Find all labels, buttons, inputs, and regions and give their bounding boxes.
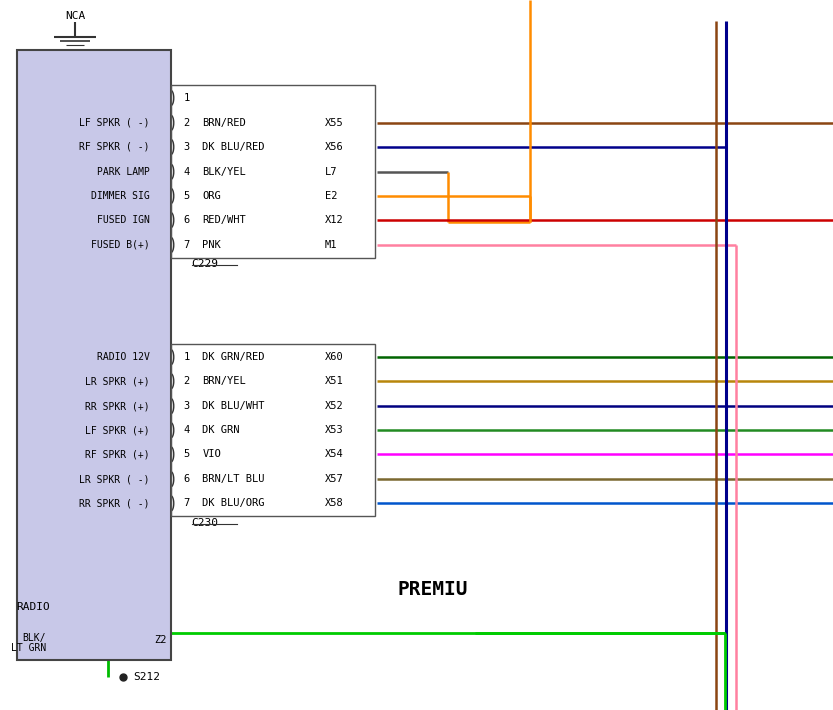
- Text: LR SPKR (+): LR SPKR (+): [85, 376, 150, 386]
- Text: X58: X58: [325, 498, 344, 508]
- Text: 2: 2: [183, 376, 190, 386]
- Text: 5: 5: [183, 191, 190, 201]
- Text: S212: S212: [133, 672, 160, 682]
- Text: LF SPKR ( -): LF SPKR ( -): [79, 118, 150, 128]
- Text: RED/WHT: RED/WHT: [202, 215, 247, 225]
- Text: X52: X52: [325, 401, 344, 411]
- Text: FUSED IGN: FUSED IGN: [97, 215, 150, 225]
- Text: L7: L7: [325, 167, 337, 177]
- Text: 4: 4: [183, 167, 190, 177]
- Text: 7: 7: [183, 240, 190, 250]
- Text: X56: X56: [325, 142, 344, 152]
- Text: X54: X54: [325, 449, 344, 459]
- Text: RADIO: RADIO: [17, 602, 51, 612]
- Text: X51: X51: [325, 376, 344, 386]
- Text: PNK: PNK: [202, 240, 222, 250]
- Text: BRN/LT BLU: BRN/LT BLU: [202, 474, 265, 484]
- Text: RR SPKR ( -): RR SPKR ( -): [79, 498, 150, 508]
- Text: LR SPKR ( -): LR SPKR ( -): [79, 474, 150, 484]
- Text: DK GRN: DK GRN: [202, 425, 240, 435]
- Text: VIO: VIO: [202, 449, 222, 459]
- Text: M1: M1: [325, 240, 337, 250]
- Text: X53: X53: [325, 425, 344, 435]
- Text: RF SPKR ( -): RF SPKR ( -): [79, 142, 150, 152]
- Text: PREMIU: PREMIU: [398, 580, 468, 599]
- Text: LF SPKR (+): LF SPKR (+): [85, 425, 150, 435]
- Text: 3: 3: [183, 401, 190, 411]
- Text: X55: X55: [325, 118, 344, 128]
- Text: BLK/YEL: BLK/YEL: [202, 167, 247, 177]
- Text: X12: X12: [325, 215, 344, 225]
- Text: 6: 6: [183, 474, 190, 484]
- Text: DK BLU/RED: DK BLU/RED: [202, 142, 265, 152]
- Text: FUSED B(+): FUSED B(+): [91, 240, 150, 250]
- Text: E2: E2: [325, 191, 337, 201]
- Text: DK BLU/WHT: DK BLU/WHT: [202, 401, 265, 411]
- Text: 1: 1: [183, 352, 190, 362]
- Text: Z2: Z2: [154, 635, 167, 645]
- Text: 6: 6: [183, 215, 190, 225]
- Text: 7: 7: [183, 498, 190, 508]
- Text: C230: C230: [192, 518, 218, 528]
- Text: 5: 5: [183, 449, 190, 459]
- FancyBboxPatch shape: [17, 50, 171, 660]
- Text: RADIO 12V: RADIO 12V: [97, 352, 150, 362]
- Text: X60: X60: [325, 352, 344, 362]
- Text: ORG: ORG: [202, 191, 222, 201]
- Text: 2: 2: [183, 118, 190, 128]
- Text: NCA: NCA: [65, 11, 85, 21]
- Text: LT GRN: LT GRN: [11, 643, 46, 652]
- Text: RR SPKR (+): RR SPKR (+): [85, 401, 150, 411]
- Text: BLK/: BLK/: [22, 633, 46, 643]
- Text: C229: C229: [192, 259, 218, 269]
- Text: DK GRN/RED: DK GRN/RED: [202, 352, 265, 362]
- Text: PARK LAMP: PARK LAMP: [97, 167, 150, 177]
- Text: RF SPKR (+): RF SPKR (+): [85, 449, 150, 459]
- Text: DIMMER SIG: DIMMER SIG: [91, 191, 150, 201]
- Text: 1: 1: [183, 93, 190, 103]
- Text: DK BLU/ORG: DK BLU/ORG: [202, 498, 265, 508]
- Text: 3: 3: [183, 142, 190, 152]
- Text: BRN/RED: BRN/RED: [202, 118, 247, 128]
- Text: X57: X57: [325, 474, 344, 484]
- Text: 4: 4: [183, 425, 190, 435]
- Text: BRN/YEL: BRN/YEL: [202, 376, 247, 386]
